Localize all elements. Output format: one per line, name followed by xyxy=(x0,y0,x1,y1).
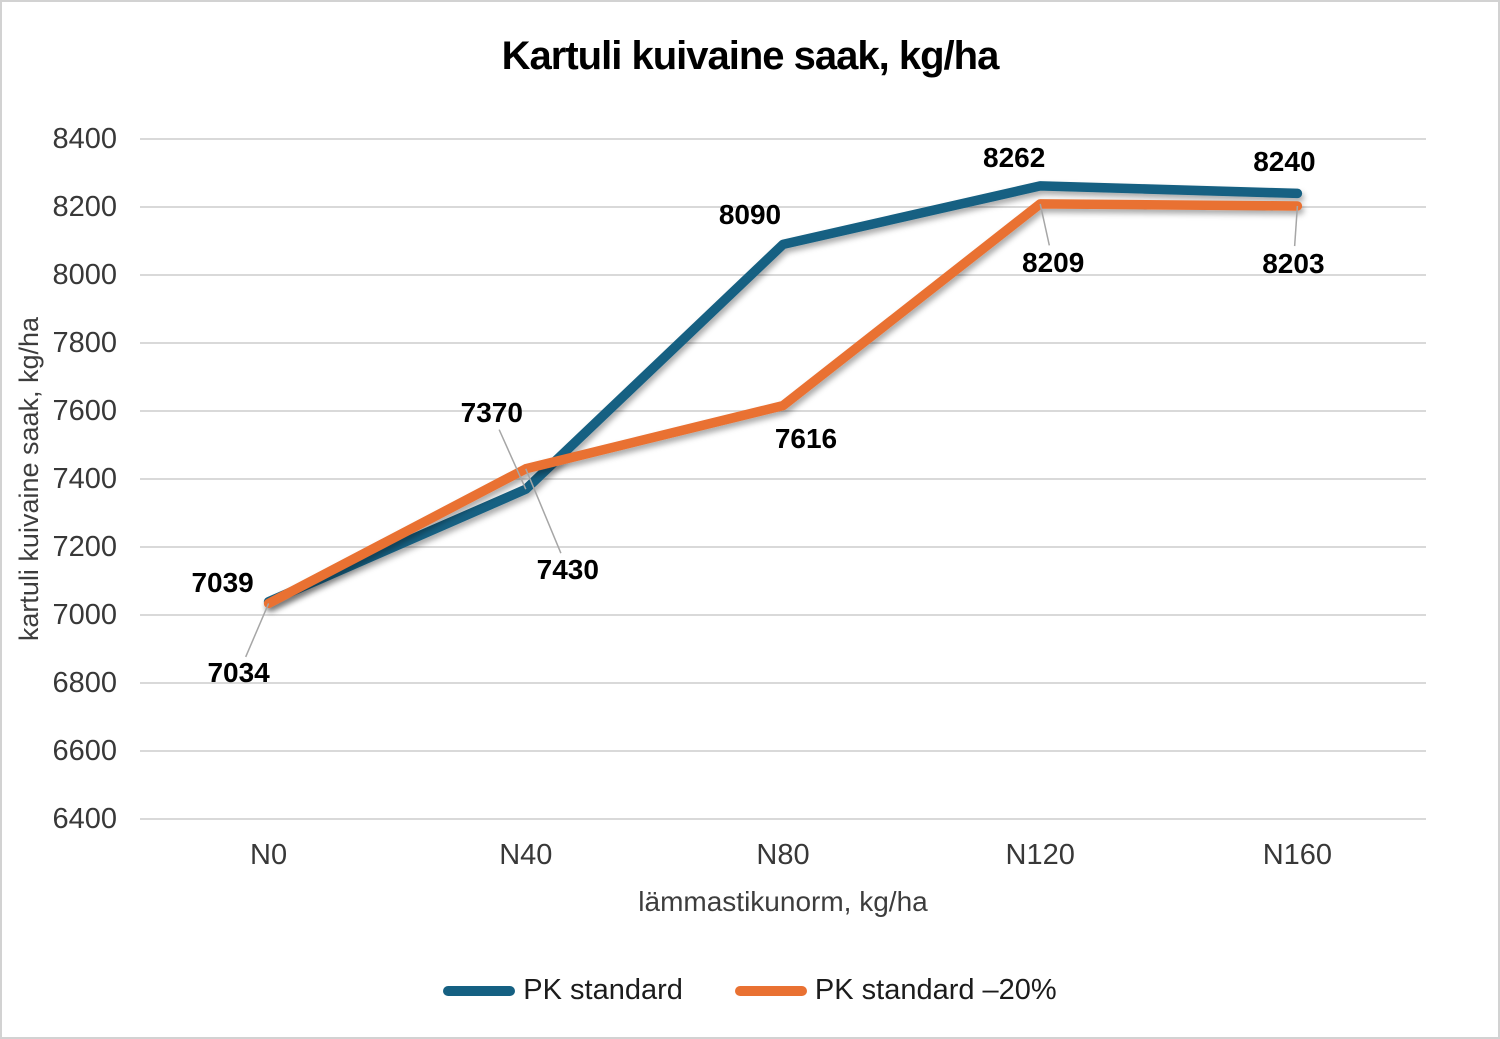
y-tick-label: 7000 xyxy=(52,599,117,631)
leader-line xyxy=(245,603,270,658)
y-tick-label: 8400 xyxy=(52,123,117,155)
leader-line xyxy=(1039,203,1051,246)
y-tick-label: 6600 xyxy=(52,735,117,767)
series-line-pk-standard xyxy=(263,181,1303,607)
y-tick-label: 8200 xyxy=(52,191,117,223)
data-label: 8209 xyxy=(1022,246,1085,278)
legend: PK standard PK standard –20% xyxy=(2,974,1498,1007)
x-tick-label: N40 xyxy=(499,839,553,871)
x-tick-label: N120 xyxy=(1005,839,1075,871)
y-tick-label: 7600 xyxy=(52,395,117,427)
data-label: 8090 xyxy=(718,199,782,231)
legend-label: PK standard xyxy=(523,974,683,1006)
y-tick-label: 7400 xyxy=(52,463,117,495)
data-label: 7616 xyxy=(774,422,838,454)
legend-item: PK standard xyxy=(443,974,683,1007)
data-label: 8262 xyxy=(983,141,1046,173)
y-tick-label: 8000 xyxy=(52,259,117,291)
data-label: 7034 xyxy=(207,657,270,689)
data-label: 7039 xyxy=(191,566,254,598)
series-line-pk-standard-minus-20 xyxy=(263,199,1303,609)
data-label-leader-lines xyxy=(245,203,1299,658)
series-lines xyxy=(263,181,1303,609)
chart-title: Kartuli kuivaine saak, kg/ha xyxy=(501,34,1000,78)
y-tick-label: 7200 xyxy=(52,531,117,563)
x-tick-label: N80 xyxy=(756,839,810,871)
data-label: 7370 xyxy=(460,397,523,429)
x-tick-label: N160 xyxy=(1262,839,1333,871)
legend-item: PK standard –20% xyxy=(734,974,1057,1007)
legend-label: PK standard –20% xyxy=(814,974,1057,1006)
leader-line xyxy=(1293,205,1299,247)
y-tick-label: 7800 xyxy=(52,327,117,359)
y-tick-label: 6400 xyxy=(52,803,117,835)
data-label: 8203 xyxy=(1262,247,1325,279)
data-label: 8240 xyxy=(1253,146,1316,178)
leader-line xyxy=(498,429,527,490)
leader-line xyxy=(525,468,562,554)
legend-swatch-pk-standard xyxy=(443,985,516,996)
x-axis-title: lämmastikunorm, kg/ha xyxy=(638,886,928,917)
data-label: 7430 xyxy=(536,553,599,585)
legend-swatch-pk-standard-minus-20 xyxy=(734,985,807,996)
x-tick-label: N0 xyxy=(250,839,288,871)
y-tick-label: 6800 xyxy=(52,667,117,699)
